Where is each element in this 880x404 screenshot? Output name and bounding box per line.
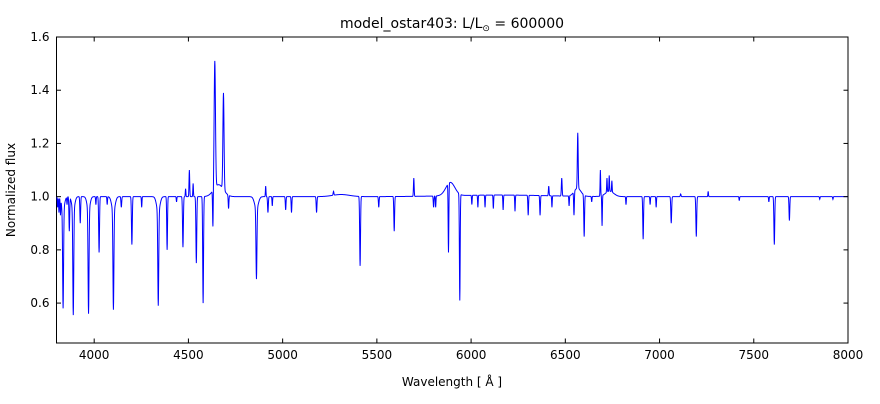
plot-title-prefix: model_ostar403: L/L [340,16,483,32]
y-tick-label: 1.0 [30,190,49,204]
x-tick-label: 6500 [550,348,581,362]
x-tick-label: 5000 [267,348,298,362]
plot-title: model_ostar403: L/L⊙ = 600000 [340,16,564,34]
spectrum-line [56,60,848,316]
plot-title-suffix: = 600000 [490,16,564,32]
x-tick-label: 4000 [79,348,110,362]
y-tick-label: 0.8 [30,243,49,257]
x-tick-label: 7000 [644,348,675,362]
axis-ticks: 4000 4500 5000 5500 6000 6500 7000 7500 8000 0.6 0… [30,30,863,362]
y-tick-label: 1.4 [30,83,49,97]
x-tick-label: 8000 [833,348,864,362]
x-tick-label: 6000 [456,348,487,362]
x-axis-label: Wavelength [ Å ] [402,374,502,389]
x-tick-label: 7500 [739,348,770,362]
x-tick-label: 4500 [173,348,204,362]
y-tick-label: 0.6 [30,296,49,310]
y-axis-label: Normalized flux [4,143,18,237]
y-tick-label: 1.2 [30,136,49,150]
x-tick-label: 5500 [362,348,393,362]
plot-frame [56,36,849,344]
solar-symbol: ⊙ [482,24,490,34]
y-tick-label: 1.6 [30,30,49,44]
